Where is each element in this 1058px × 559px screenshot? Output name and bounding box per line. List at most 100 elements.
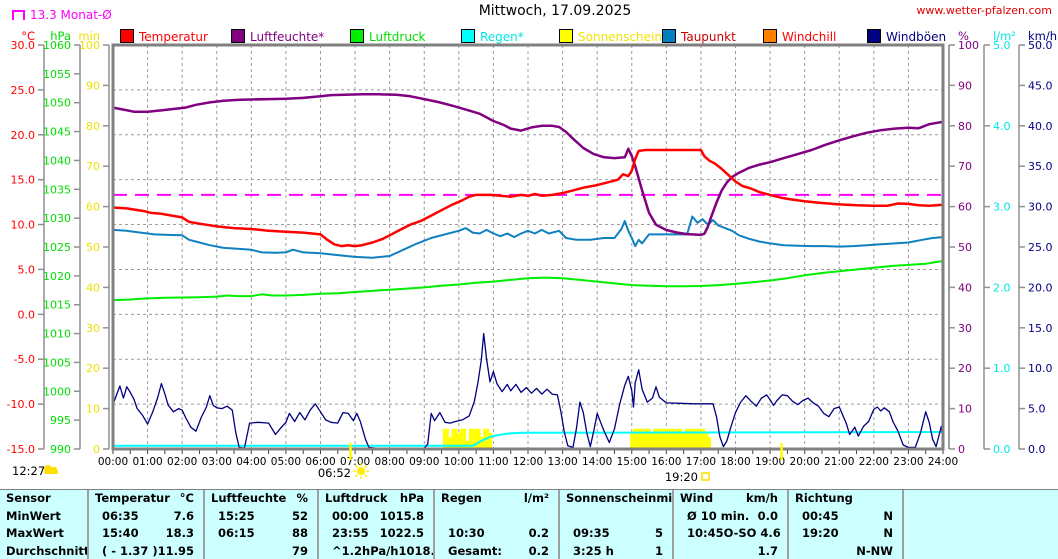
axis-tick-label: 1055 bbox=[43, 68, 71, 81]
table-cell-luftfeuchte-durchschnitt: 79 bbox=[203, 542, 317, 559]
axis-tick-label: 2.0 bbox=[993, 281, 1011, 294]
axis-tick-label: 3.0 bbox=[993, 201, 1011, 214]
table-cell-temperatur-minwert: 06:35 7.6 bbox=[87, 507, 203, 525]
table-cell-regen-minwert bbox=[433, 507, 558, 525]
axis-tick-label: 1000 bbox=[43, 385, 71, 398]
table-cell-luftfeuchte-maxwert: 06:15 88 bbox=[203, 525, 317, 543]
axis-C: 30.0 25.0 20.0 15.0 10.0 5.0 0.0 -5.0 -10.0 -15.0… bbox=[7, 29, 45, 456]
axis-unit-label: min bbox=[78, 29, 100, 43]
sunset-time-label: 19:20 bbox=[665, 470, 698, 484]
legend-color-box bbox=[867, 29, 881, 43]
axis-tick-label: 10.0 bbox=[11, 219, 36, 232]
table-cell-wind-durchschnitt: 1.7 bbox=[672, 542, 787, 559]
axis-tick-label: 20.0 bbox=[1028, 281, 1053, 294]
axis-tick-label: -10.0 bbox=[7, 398, 35, 411]
x-axis-label: 24:00 bbox=[928, 456, 958, 468]
x-axis-label: 20:00 bbox=[790, 456, 820, 468]
axis-tick-label: 5.0 bbox=[993, 39, 1011, 52]
axis-tick-label: 10 bbox=[958, 403, 972, 416]
axis-tick-label: 90 bbox=[958, 79, 972, 92]
plot-frame bbox=[111, 43, 945, 451]
legend-label: Temperatur bbox=[139, 30, 208, 44]
table-cell-richtung-durchschnitt: N-NW bbox=[787, 542, 902, 559]
legend-color-box bbox=[461, 29, 475, 43]
axis-tick-label: 20 bbox=[86, 362, 100, 375]
axis-hPa: 1060 1055 1050 1045 1040 1035 1030 1025 1020 1015… bbox=[43, 29, 81, 456]
axis-tick-label: 80 bbox=[86, 120, 100, 133]
axis-tick-label: 1050 bbox=[43, 97, 71, 110]
axis-tick-label: 1020 bbox=[43, 270, 71, 283]
sun-icon-ray bbox=[354, 464, 358, 468]
legend-label: Regen* bbox=[480, 30, 524, 44]
axis-tick-label: 30 bbox=[958, 322, 972, 335]
table-cell-temperatur-durchschnitt: ( - 1.37 ) 11.95 bbox=[87, 542, 203, 559]
legend-label: Luftfeuchte* bbox=[250, 30, 325, 44]
table-cell-empty bbox=[902, 525, 1058, 543]
table-cell-regen-durchschnitt: Gesamt: 0.2 bbox=[433, 542, 558, 559]
site-link[interactable]: www.wetter-pfalzen.com bbox=[916, 4, 1052, 17]
x-axis-label: 09:00 bbox=[409, 456, 439, 468]
page-title: Mittwoch, 17.09.2025 bbox=[478, 3, 632, 19]
axis-tick-label: 0 bbox=[93, 443, 100, 456]
axis-tick-label: 1005 bbox=[43, 356, 71, 369]
sunset-square-icon bbox=[701, 472, 710, 481]
table-cell-wind-minwert: Ø 10 min. 0.0 bbox=[672, 507, 787, 525]
x-axis-label: 00:00 bbox=[98, 456, 128, 468]
table-header-luftfeuchte: Luftfeuchte% bbox=[203, 490, 317, 508]
cloud-icon-part bbox=[44, 470, 58, 474]
axis-tick-label: 10 bbox=[86, 403, 100, 416]
legend-color-box bbox=[120, 29, 134, 43]
x-axis-label: 04:00 bbox=[236, 456, 266, 468]
axis-tick-label: 70 bbox=[86, 160, 100, 173]
x-axis-label: 18:00 bbox=[720, 456, 750, 468]
axis-tick-label: 990 bbox=[50, 443, 71, 456]
axis-tick-label: 1030 bbox=[43, 212, 71, 225]
axis-tick-label: 995 bbox=[50, 414, 71, 427]
table-header-temperatur: Temperatur °C bbox=[87, 490, 203, 508]
table-cell-sonnenschein-minwert bbox=[558, 507, 672, 525]
table-cell-luftdruck-minwert: 00:00 1015.8 bbox=[317, 507, 433, 525]
x-axis-label: 21:00 bbox=[824, 456, 854, 468]
axis-tick-label: 15.0 bbox=[11, 174, 36, 187]
monthly-average-label: 13.3 Monat-Ø bbox=[12, 8, 112, 22]
axis-unit-label: km/h bbox=[1028, 29, 1057, 43]
temperatur-line bbox=[111, 148, 945, 248]
axis-unit-label: hPa bbox=[50, 29, 71, 43]
axis-tick-label: 50 bbox=[958, 241, 972, 254]
x-axis-label: 02:00 bbox=[167, 456, 197, 468]
x-axis-label: 03:00 bbox=[202, 456, 232, 468]
axis-tick-label: 1.0 bbox=[993, 362, 1011, 375]
table-cell-wind-maxwert: 10:45 O-SO 4.6 bbox=[672, 525, 787, 543]
table-cell-empty bbox=[902, 542, 1058, 559]
legend-label: Sonnenschein bbox=[578, 30, 662, 44]
table-row-header: MinWert bbox=[6, 508, 61, 523]
axis-tick-label: 0 bbox=[958, 443, 965, 456]
regen-line bbox=[112, 431, 944, 447]
axis-tick-label: 60 bbox=[86, 201, 100, 214]
x-axis-label: 23:00 bbox=[893, 456, 923, 468]
legend-color-box bbox=[662, 29, 676, 43]
table-cell-luftdruck-maxwert: 23:55 1022.5 bbox=[317, 525, 433, 543]
legend-color-box bbox=[559, 29, 573, 43]
axis-tick-label: 1025 bbox=[43, 241, 71, 254]
axis-tick-label: -5.0 bbox=[14, 353, 35, 366]
axis-tick-label: 70 bbox=[958, 160, 972, 173]
day-markers: 12:27 06:52 19:20 bbox=[12, 443, 783, 484]
axis-tick-label: -15.0 bbox=[7, 443, 35, 456]
axis-tick-label: 35.0 bbox=[1028, 160, 1053, 173]
x-axis-label: 14:00 bbox=[582, 456, 612, 468]
axis-tick-label: 40 bbox=[958, 281, 972, 294]
x-axis-label: 19:00 bbox=[755, 456, 785, 468]
grid-lines bbox=[113, 45, 943, 449]
table-row-header: Durchschnitt bbox=[6, 543, 87, 558]
axis-tick-label: 25.0 bbox=[1028, 241, 1053, 254]
sun-icon-core bbox=[357, 467, 365, 475]
axis-tick-label: 60 bbox=[958, 201, 972, 214]
x-axis-label: 05:00 bbox=[271, 456, 301, 468]
taupunkt-line bbox=[112, 215, 944, 259]
legend-item-luftfeuchte: Luftfeuchte* bbox=[231, 29, 325, 44]
axis-tick-label: 100 bbox=[79, 39, 100, 52]
